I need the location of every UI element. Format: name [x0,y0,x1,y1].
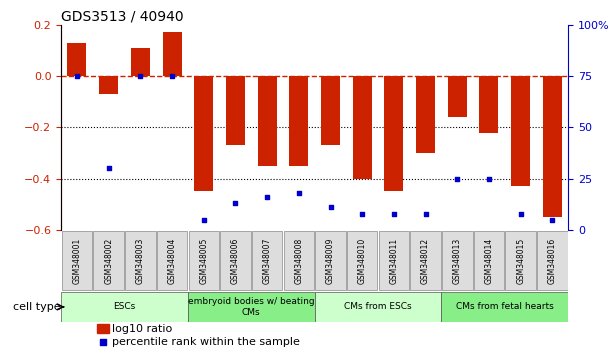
Text: GSM348006: GSM348006 [231,238,240,284]
Point [484,176,494,182]
Text: GSM348012: GSM348012 [421,238,430,284]
Text: cell type: cell type [13,302,61,312]
FancyBboxPatch shape [505,231,536,290]
Point [421,211,431,216]
Point [230,200,240,206]
FancyBboxPatch shape [411,231,441,290]
Point [326,205,335,210]
Bar [480,76,499,132]
Bar [67,43,87,76]
Point [167,73,177,79]
FancyBboxPatch shape [347,231,378,290]
FancyBboxPatch shape [188,292,315,322]
Bar [290,76,309,166]
FancyBboxPatch shape [252,231,282,290]
FancyBboxPatch shape [442,231,472,290]
Text: GSM348016: GSM348016 [548,238,557,284]
FancyBboxPatch shape [379,231,409,290]
Bar [226,76,245,145]
FancyBboxPatch shape [157,231,187,290]
Point [516,211,525,216]
Text: ESCs: ESCs [114,302,136,312]
FancyBboxPatch shape [93,231,124,290]
Bar [511,76,530,186]
Bar [258,76,277,166]
Text: embryoid bodies w/ beating
CMs: embryoid bodies w/ beating CMs [188,297,315,316]
Point [452,176,462,182]
Text: GSM348013: GSM348013 [453,238,462,284]
Point [262,194,272,200]
Text: GSM348003: GSM348003 [136,238,145,284]
Bar [416,76,435,153]
FancyBboxPatch shape [441,292,568,322]
Text: GSM348008: GSM348008 [295,238,303,284]
Text: CMs from ESCs: CMs from ESCs [344,302,412,312]
Text: percentile rank within the sample: percentile rank within the sample [112,337,299,347]
Bar [384,76,403,192]
Text: GSM348002: GSM348002 [104,238,113,284]
Bar [97,324,109,333]
Point [547,217,557,223]
Bar [99,76,118,94]
Point [98,339,108,344]
Text: GSM348001: GSM348001 [73,238,81,284]
FancyBboxPatch shape [62,231,92,290]
FancyBboxPatch shape [474,231,504,290]
Text: CMs from fetal hearts: CMs from fetal hearts [456,302,554,312]
FancyBboxPatch shape [189,231,219,290]
Text: GDS3513 / 40940: GDS3513 / 40940 [61,10,184,24]
Bar [353,76,371,179]
Point [199,217,208,223]
Text: GSM348004: GSM348004 [167,238,177,284]
FancyBboxPatch shape [125,231,156,290]
Text: GSM348005: GSM348005 [199,238,208,284]
Bar [448,76,467,117]
Point [72,73,82,79]
Bar [543,76,562,217]
FancyBboxPatch shape [220,231,251,290]
Bar [131,48,150,76]
Point [357,211,367,216]
FancyBboxPatch shape [61,292,188,322]
Bar [194,76,213,192]
FancyBboxPatch shape [284,231,314,290]
FancyBboxPatch shape [315,231,346,290]
Text: GSM348007: GSM348007 [263,238,272,284]
Point [136,73,145,79]
Point [104,166,114,171]
Point [389,211,399,216]
Text: log10 ratio: log10 ratio [112,324,172,334]
Point [294,190,304,196]
Text: GSM348015: GSM348015 [516,238,525,284]
Text: GSM348010: GSM348010 [357,238,367,284]
Text: GSM348009: GSM348009 [326,238,335,284]
Text: GSM348014: GSM348014 [485,238,494,284]
Text: GSM348011: GSM348011 [389,238,398,284]
Bar [321,76,340,145]
FancyBboxPatch shape [315,292,441,322]
Bar [163,33,181,76]
FancyBboxPatch shape [537,231,568,290]
